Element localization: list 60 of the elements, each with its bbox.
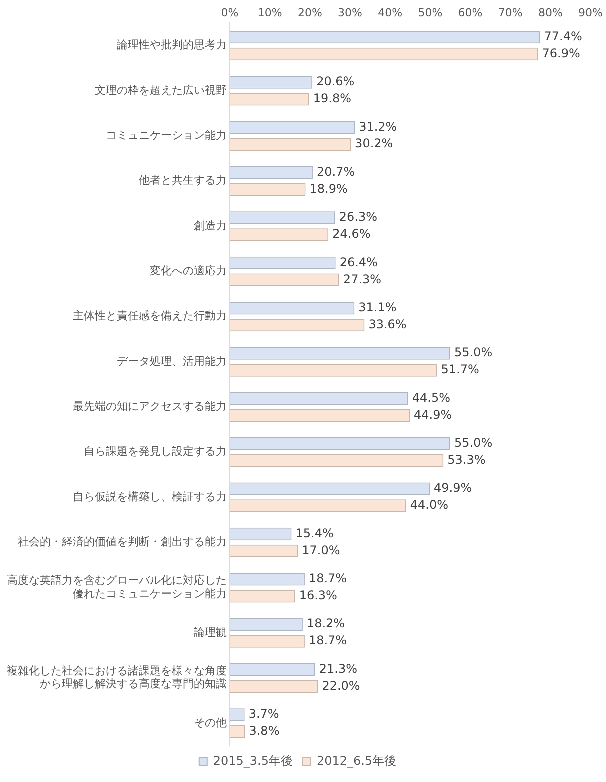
- data-label: 17.0%: [302, 543, 340, 558]
- data-label: 49.9%: [434, 481, 472, 496]
- legend-label: 2012_6.5年後: [317, 754, 397, 768]
- y-tick-label: 複雑化した社会における諸課題を様々な角度から理解し解決する高度な専門的知識: [7, 664, 227, 691]
- y-tick-label: 最先端の知にアクセスする能力: [73, 400, 227, 414]
- data-label: 44.9%: [414, 408, 452, 422]
- data-label: 22.0%: [322, 678, 360, 693]
- x-tick-label: 10%: [258, 6, 282, 20]
- y-tick-label: 他者と共生する力: [139, 174, 227, 188]
- y-tick-label: コミュニケーション能力: [106, 128, 227, 142]
- data-label: 55.0%: [454, 346, 493, 360]
- y-tick-label: 高度な英語力を含むグローバル化に対応した優れたコミュニケーション能力: [7, 574, 227, 600]
- data-label: 16.3%: [299, 588, 338, 602]
- y-tick-label: 論理性や批判的思考力: [117, 38, 227, 52]
- data-label: 20.7%: [316, 164, 356, 179]
- data-label: 21.3%: [319, 662, 358, 676]
- data-label: 51.7%: [441, 362, 480, 377]
- y-tick-label: 創造力: [194, 219, 227, 232]
- data-label: 44.0%: [410, 498, 449, 512]
- y-tick-label: 論理観: [194, 626, 227, 639]
- x-tick-label: 90%: [578, 6, 603, 20]
- y-tick-label: 主体性と責任感を備えた行動力: [73, 310, 227, 323]
- data-label: 27.3%: [343, 272, 382, 286]
- x-tick-label: 0%: [221, 6, 239, 20]
- data-label: 77.4%: [544, 29, 582, 44]
- data-label: 18.2%: [306, 616, 346, 631]
- y-tick-label: 文理の枠を超えた広い視野: [95, 84, 227, 97]
- data-label: 26.4%: [340, 255, 378, 270]
- data-label: 18.9%: [310, 182, 348, 196]
- y-tick-label: 自ら仮説を構築し、検証する力: [73, 490, 227, 504]
- data-label: 18.7%: [308, 634, 348, 648]
- x-tick-label: 70%: [498, 6, 523, 20]
- y-tick-label: データ処理、活用能力: [117, 354, 227, 368]
- data-label: 18.7%: [308, 572, 348, 586]
- data-label: 3.7%: [248, 707, 280, 722]
- x-tick-label: 30%: [338, 6, 362, 20]
- data-label: 15.4%: [296, 526, 334, 540]
- data-label: 31.2%: [359, 120, 398, 134]
- data-label: 44.5%: [412, 390, 451, 405]
- data-label: 26.3%: [339, 210, 378, 224]
- y-tick-label: 変化への適応力: [150, 264, 227, 278]
- legend-label: 2015_3.5年後: [213, 754, 293, 768]
- x-tick-label: 50%: [418, 6, 443, 20]
- data-label: 19.8%: [313, 92, 352, 106]
- x-tick-label: 40%: [378, 6, 403, 20]
- y-tick-label: 社会的・経済的価値を判断・創出する能力: [18, 536, 227, 549]
- y-tick-label: 自ら課題を発見し設定する力: [84, 445, 227, 458]
- data-label: 33.6%: [368, 317, 407, 332]
- data-label: 3.8%: [249, 724, 280, 738]
- data-label: 30.2%: [355, 136, 394, 151]
- x-tick-label: 80%: [538, 6, 563, 20]
- x-tick-label: 20%: [298, 6, 322, 20]
- data-label: 55.0%: [454, 436, 493, 450]
- data-label: 53.3%: [448, 452, 486, 467]
- x-tick-label: 60%: [458, 6, 483, 20]
- data-label: 20.6%: [316, 74, 355, 89]
- data-label: 24.6%: [332, 227, 371, 242]
- data-label: 31.1%: [358, 300, 397, 314]
- data-label: 76.9%: [542, 46, 580, 60]
- y-tick-label: その他: [194, 716, 227, 730]
